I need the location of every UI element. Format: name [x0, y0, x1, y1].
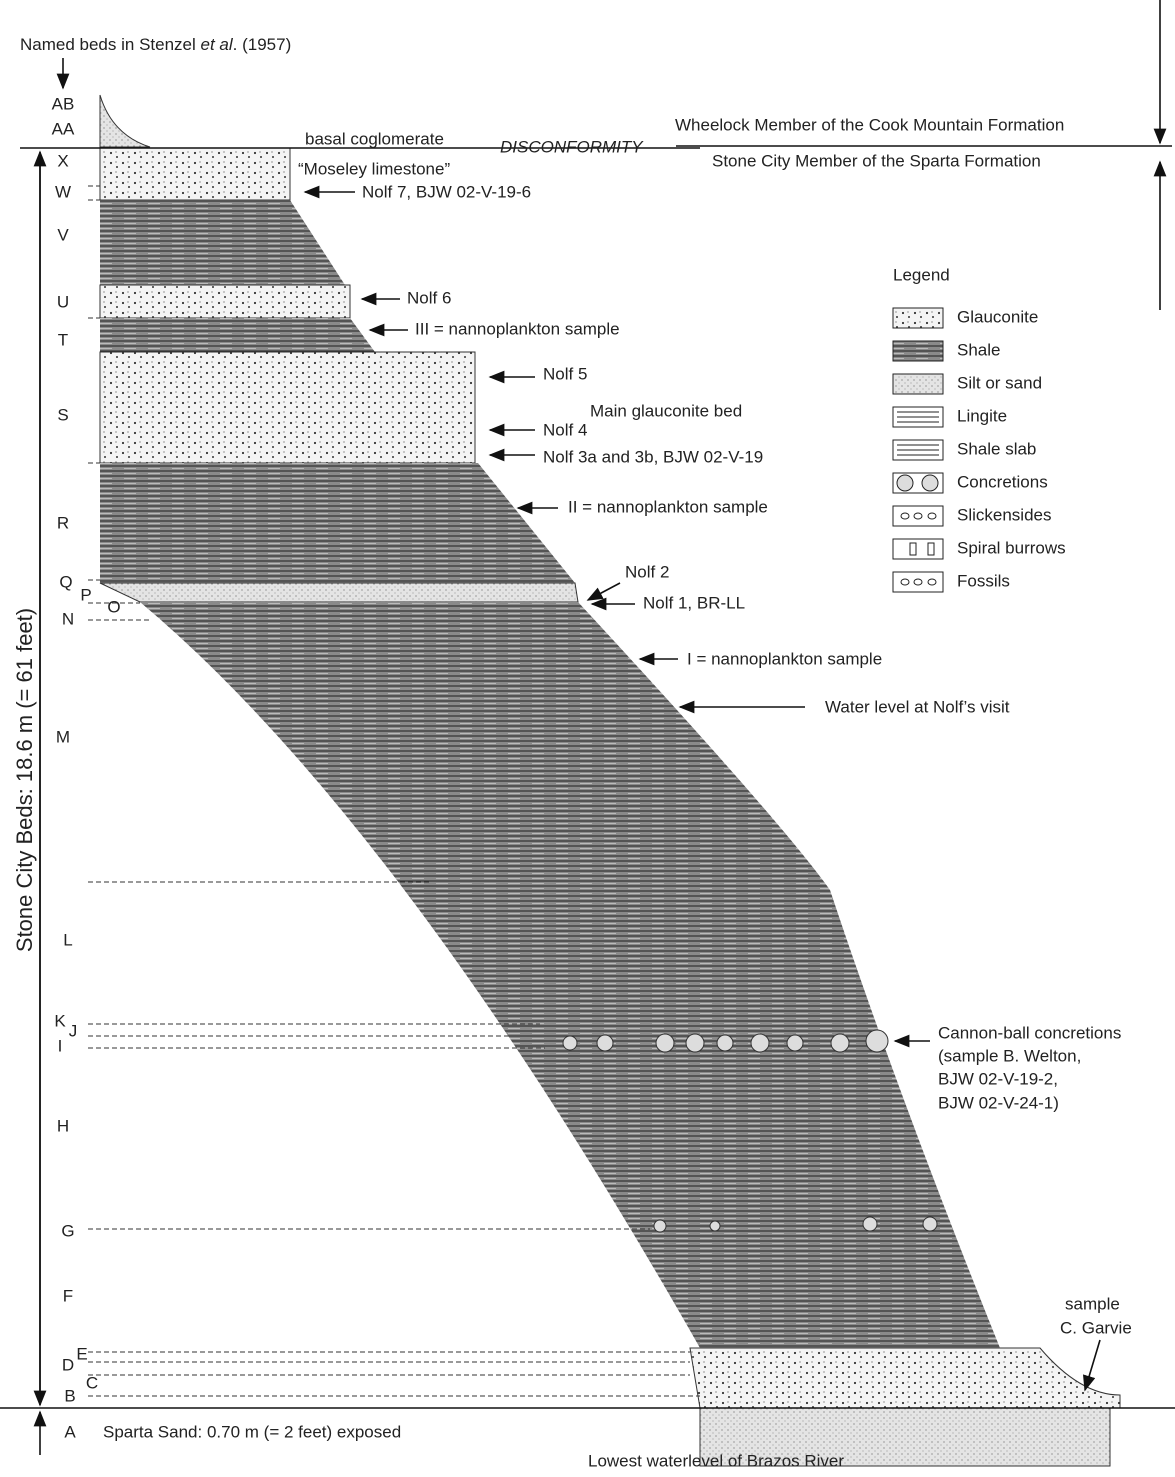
bed-label: T: [58, 330, 68, 349]
legend-label: Silt or sand: [957, 373, 1042, 392]
bed-label: S: [57, 405, 68, 424]
legend-label: Fossils: [957, 571, 1010, 590]
legend-swatch: [893, 341, 943, 361]
legend-swatch: [893, 308, 943, 328]
bed-label: M: [56, 727, 70, 746]
legend-label: Shale slab: [957, 439, 1036, 458]
bed-label: A: [64, 1422, 76, 1441]
annotation: Cannon-ball concretions: [938, 1023, 1121, 1042]
legend-label: Spiral burrows: [957, 538, 1066, 557]
annotation: Nolf 5: [543, 364, 587, 383]
annotation: Nolf 3a and 3b, BJW 02-V-19: [543, 447, 763, 466]
section: [100, 95, 1120, 1466]
bed-label: O: [107, 597, 120, 616]
legend-label: Shale: [957, 340, 1000, 359]
stone-city-scale: Stone City Beds: 18.6 m (= 61 feet): [12, 608, 37, 952]
bed-ab-aa: [100, 95, 150, 147]
annotation: Nolf 7, BJW 02-V-19-6: [362, 182, 531, 201]
annotation: sample: [1065, 1294, 1120, 1313]
bed-label: H: [57, 1116, 69, 1135]
sparta-scale: Sparta Sand: 0.70 m (= 2 feet) exposed: [103, 1422, 401, 1441]
annotation: “Moseley limestone”: [298, 159, 450, 178]
annotation: (sample B. Welton,: [938, 1046, 1081, 1065]
legend-label: Concretions: [957, 472, 1048, 491]
annotation: Stone City Member of the Sparta Formatio…: [712, 151, 1041, 170]
annotation: Main glauconite bed: [590, 401, 742, 420]
title: Named beds in Stenzel et al. (1957): [20, 35, 291, 54]
annotation: Nolf 1, BR-LL: [643, 593, 745, 612]
bed-t: [100, 318, 375, 352]
bed-r: [100, 463, 575, 583]
legend: Legend Glauconite Shale Silt or sand Lingit…: [893, 265, 1066, 592]
legend-label: Glauconite: [957, 307, 1038, 326]
title-part: . (1957): [233, 35, 292, 54]
bed-label: F: [63, 1286, 73, 1305]
bed-label: K: [54, 1011, 66, 1030]
bed-label: J: [69, 1021, 78, 1040]
section-diagram: Named beds in Stenzel et al. (1957) ABAA…: [0, 0, 1175, 1472]
bed-label: N: [62, 609, 74, 628]
legend-swatch: [893, 539, 943, 559]
annotation: basal coglomerate: [305, 129, 444, 148]
annotation: II = nannoplankton sample: [568, 497, 768, 516]
bed-label: C: [86, 1373, 98, 1392]
bed-label: U: [57, 292, 69, 311]
bed-q-p: [100, 583, 578, 602]
bed-v: [100, 200, 345, 285]
annotation: Nolf 6: [407, 288, 451, 307]
bed-label: E: [76, 1344, 87, 1363]
annotation: DISCONFORMITY: [500, 137, 644, 156]
annotation: I = nannoplankton sample: [687, 649, 882, 668]
annotation: BJW 02-V-19-2,: [938, 1069, 1058, 1088]
bed-label: D: [62, 1355, 74, 1374]
annotation: III = nannoplankton sample: [415, 319, 620, 338]
bed-label: P: [80, 585, 91, 604]
bed-label: Q: [59, 572, 72, 591]
footer: Lowest waterlevel of Brazos River: [588, 1451, 844, 1470]
annotation: Nolf 2: [625, 562, 669, 581]
bed-label: W: [55, 182, 71, 201]
title-part: et al: [201, 35, 234, 54]
annotation: Nolf 4: [543, 420, 587, 439]
bed-d-b: [690, 1348, 1120, 1408]
legend-concretion: [922, 475, 938, 491]
legend-concretion: [897, 475, 913, 491]
legend-title: Legend: [893, 265, 950, 284]
bed-label: V: [57, 225, 69, 244]
bed-s: [100, 352, 475, 463]
bed-label: L: [63, 930, 72, 949]
annotation: C. Garvie: [1060, 1318, 1132, 1337]
bed-label: X: [57, 151, 68, 170]
legend-swatch: [893, 374, 943, 394]
legend-label: Slickensides: [957, 505, 1052, 524]
bed-label: AA: [52, 119, 75, 138]
bed-label: I: [58, 1036, 63, 1055]
annotation: Wheelock Member of the Cook Mountain For…: [675, 115, 1064, 134]
bed-label: G: [61, 1221, 74, 1240]
title-part: Named beds in Stenzel: [20, 35, 201, 54]
annotation: Water level at Nolf’s visit: [825, 697, 1010, 716]
legend-label: Lingite: [957, 406, 1007, 425]
bed-u: [100, 285, 350, 318]
bed-label: B: [64, 1386, 75, 1405]
bed-label: R: [57, 513, 69, 532]
bed-label: AB: [52, 94, 75, 113]
bed-x-w: [100, 148, 290, 200]
annotation: BJW 02-V-24-1): [938, 1093, 1059, 1112]
